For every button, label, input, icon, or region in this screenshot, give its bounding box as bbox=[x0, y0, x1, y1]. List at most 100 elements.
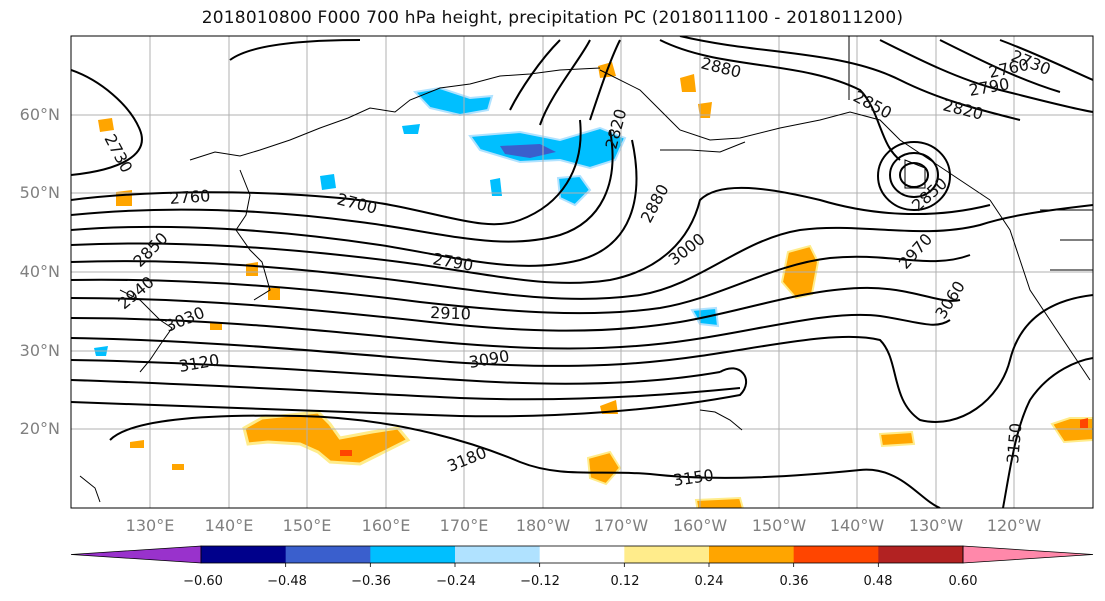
precip-patch bbox=[268, 288, 280, 300]
contour-line bbox=[539, 39, 591, 126]
lat-labels: 60°N 50°N 40°N 30°N 20°N bbox=[20, 105, 60, 438]
contour-line bbox=[939, 39, 1061, 93]
colorbar-tick-label: −0.24 bbox=[436, 574, 476, 589]
colorbar-tick-label: 0.36 bbox=[780, 574, 809, 589]
precip-patch bbox=[246, 262, 258, 276]
coastline-hawaii bbox=[699, 409, 743, 431]
coastline-kuril-japan bbox=[235, 229, 271, 301]
lon-label: 160°E bbox=[362, 516, 411, 535]
colorbar-extend-low bbox=[70, 545, 202, 564]
colorbar-tick-label: 0.12 bbox=[611, 574, 640, 589]
precip-patch bbox=[694, 496, 744, 508]
contour-closed bbox=[877, 141, 951, 211]
contour-line bbox=[879, 39, 1093, 113]
coastline-aleutians bbox=[660, 141, 746, 153]
precip-patch bbox=[130, 440, 144, 448]
lon-label: 120°W bbox=[987, 516, 1042, 535]
precip-patch bbox=[320, 174, 336, 190]
lon-label: 130°E bbox=[126, 516, 175, 535]
contour-closed bbox=[889, 152, 939, 198]
contour-line bbox=[509, 39, 561, 111]
lon-label: 150°E bbox=[283, 516, 332, 535]
lon-label: 170°E bbox=[440, 516, 489, 535]
graticule bbox=[71, 36, 1093, 508]
lat-label: 30°N bbox=[20, 341, 60, 360]
precip-patch bbox=[878, 430, 916, 448]
contour-line bbox=[999, 39, 1093, 81]
coastline-islands-ak bbox=[904, 159, 926, 189]
lon-label: 140°E bbox=[205, 516, 254, 535]
lon-label: 180°W bbox=[516, 516, 571, 535]
colorbar-segment bbox=[285, 546, 371, 563]
contour-line bbox=[71, 186, 991, 284]
colorbar-tick-label: −0.60 bbox=[183, 574, 223, 589]
contour-line bbox=[71, 359, 721, 385]
contour-line bbox=[71, 254, 971, 315]
coastline-kamchatka bbox=[235, 169, 251, 231]
map-frame-border bbox=[70, 35, 1094, 509]
colorbar-segment bbox=[201, 546, 287, 563]
coastlines bbox=[79, 36, 1093, 503]
colorbar-segment bbox=[793, 546, 879, 563]
lat-label: 20°N bbox=[20, 419, 60, 438]
lat-label: 40°N bbox=[20, 262, 60, 281]
precip-patch bbox=[402, 124, 420, 134]
precip-patch bbox=[1080, 418, 1088, 428]
height-contours bbox=[71, 36, 1093, 508]
colorbar-segment bbox=[624, 546, 710, 563]
contour-line bbox=[659, 39, 901, 161]
lon-label: 140°W bbox=[830, 516, 885, 535]
colorbar-segment bbox=[370, 546, 456, 563]
precip-shading bbox=[94, 62, 1093, 508]
colorbar-extend-high bbox=[962, 545, 1094, 564]
precip-patch bbox=[242, 410, 411, 466]
coastline-north-america bbox=[989, 199, 1091, 381]
contour-line bbox=[71, 367, 747, 418]
contour-line bbox=[71, 69, 143, 176]
contour-line bbox=[71, 294, 1093, 423]
contour-label: 2910 bbox=[430, 303, 471, 323]
colorbar-tick-label: 0.60 bbox=[949, 574, 978, 589]
lon-labels: 130°E 140°E 150°E 160°E 170°E 180°W 170°… bbox=[126, 516, 1042, 535]
contour-label: 2760 bbox=[169, 186, 211, 208]
contour-line bbox=[1002, 357, 1093, 508]
lon-label: 130°W bbox=[909, 516, 964, 535]
lon-label: 150°W bbox=[752, 516, 807, 535]
precip-patch bbox=[412, 86, 494, 117]
precip-patch bbox=[500, 144, 556, 158]
colorbar-tick-label: 0.24 bbox=[695, 574, 724, 589]
precip-patch bbox=[698, 102, 712, 118]
contour-line bbox=[71, 379, 741, 401]
coastline-alaska bbox=[599, 69, 991, 201]
contour-line bbox=[71, 313, 951, 350]
contour-label: 3150 bbox=[1003, 422, 1025, 464]
page-title: 2018010800 F000 700 hPa height, precipit… bbox=[201, 8, 904, 28]
lat-label: 60°N bbox=[20, 105, 60, 124]
colorbar-segment bbox=[455, 546, 541, 563]
coastline-philippines bbox=[79, 475, 101, 503]
precip-patch bbox=[586, 450, 622, 486]
lon-label: 160°W bbox=[673, 516, 728, 535]
colorbar-segment bbox=[539, 546, 625, 563]
colorbar-tick-label: −0.48 bbox=[267, 574, 307, 589]
precip-patch bbox=[210, 322, 222, 330]
coastline-siberia bbox=[189, 67, 601, 161]
precip-patch bbox=[172, 464, 184, 470]
contour-line bbox=[71, 204, 1093, 300]
colorbar-segment bbox=[878, 546, 964, 563]
colorbar-border bbox=[200, 545, 964, 564]
contour-line bbox=[589, 39, 621, 121]
colorbar-tick-label: −0.36 bbox=[351, 574, 391, 589]
colorbar-segment bbox=[709, 546, 795, 563]
lat-label: 50°N bbox=[20, 183, 60, 202]
precip-patch bbox=[680, 74, 696, 92]
precip-patch bbox=[340, 450, 352, 456]
precip-patch bbox=[98, 118, 114, 132]
contour-line bbox=[679, 36, 1021, 121]
contour-line bbox=[71, 139, 638, 267]
lon-label: 170°W bbox=[594, 516, 649, 535]
contour-line bbox=[71, 119, 582, 226]
precip-patch bbox=[116, 190, 132, 206]
contour-line bbox=[71, 129, 614, 243]
contour-line bbox=[109, 414, 941, 508]
